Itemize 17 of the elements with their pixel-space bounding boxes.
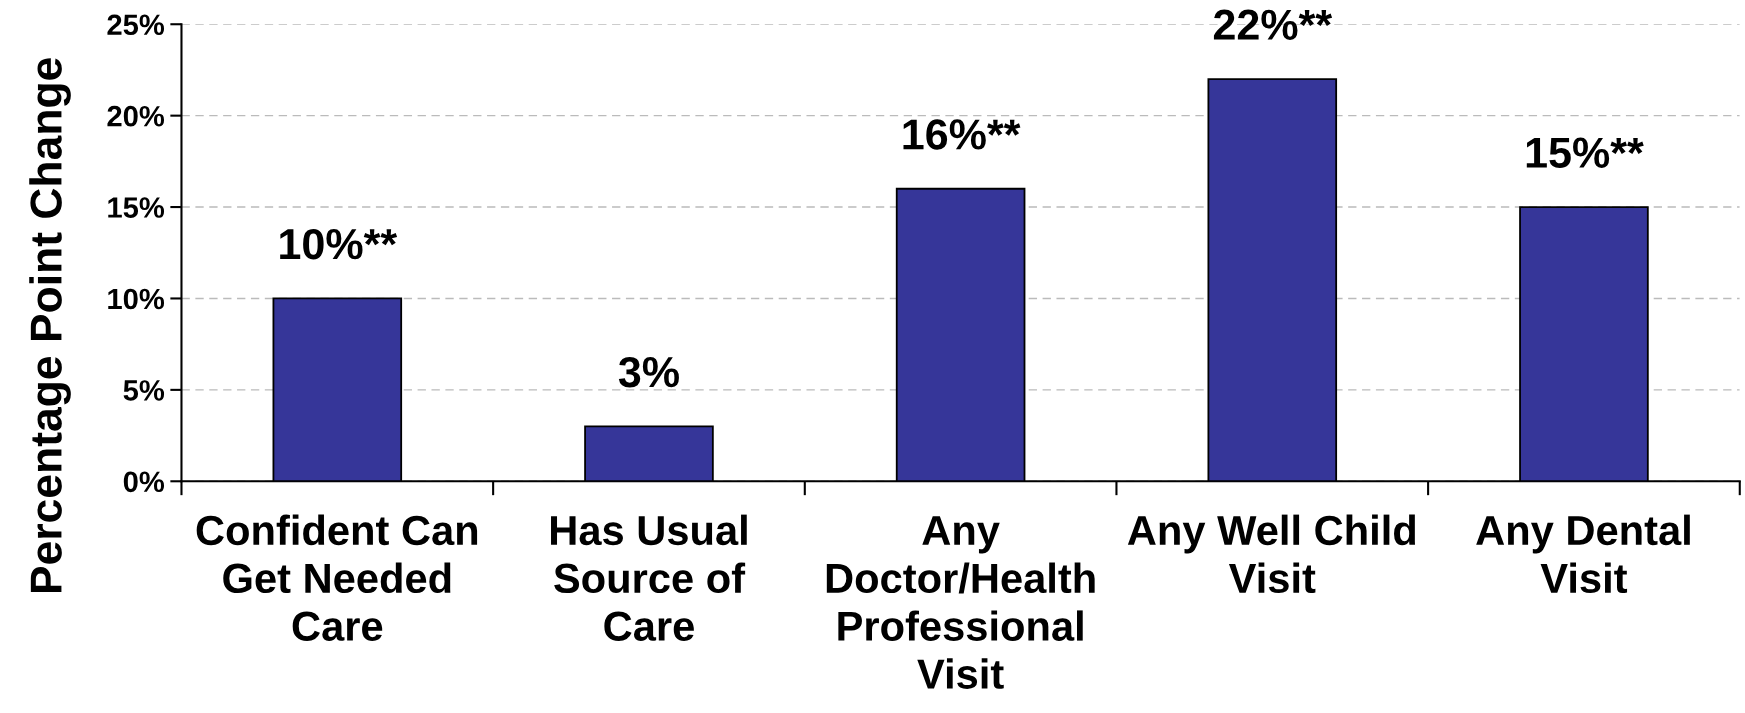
data-label: 10%** (280, 228, 398, 260)
data-label: 22%** (1213, 9, 1333, 40)
y-tick-label: 20% (107, 105, 165, 127)
y-tick-label: 15% (108, 197, 165, 218)
x-tick-label: Any Well Child Visit (1127, 514, 1416, 594)
y-tick-label: 25% (107, 14, 165, 36)
data-label: 16%** (903, 119, 1021, 150)
y-tick-label: 0% (123, 471, 165, 493)
y-tick-label: 10% (108, 288, 165, 310)
x-tick-label: Confident Can Get Needed Care (196, 514, 478, 642)
x-tick-label: Has Usual Source of Care (551, 514, 747, 642)
x-tick-label: Any Dental Visit (1476, 514, 1690, 594)
y-tick-label: 5% (123, 380, 165, 401)
data-label: 15%** (1526, 137, 1644, 168)
y-axis-title: Percentage Point Change (29, 58, 71, 593)
data-label: 3% (618, 356, 679, 388)
x-tick-label: Any Doctor/Health Professional Visit (826, 516, 1095, 689)
